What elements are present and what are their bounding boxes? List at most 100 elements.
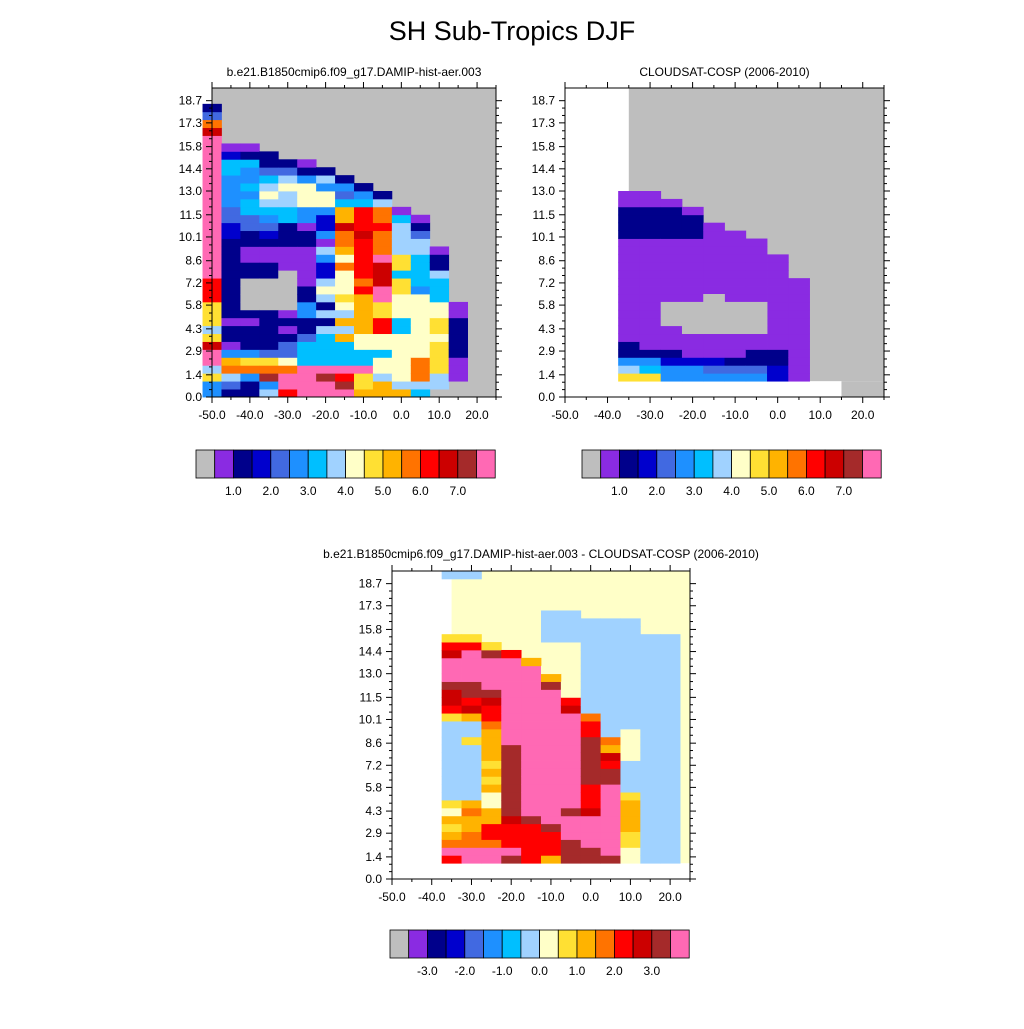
heatmap-cell <box>429 373 450 382</box>
heatmap-cell <box>461 721 482 730</box>
heatmap-cell <box>278 246 298 255</box>
colorbar-swatch <box>843 449 863 479</box>
heatmap-cell <box>640 792 661 801</box>
heatmap-cell <box>335 191 355 200</box>
heatmap-cell <box>560 839 582 848</box>
heatmap-cell <box>745 373 768 382</box>
heatmap-cell <box>278 381 298 390</box>
heatmap-cell <box>600 776 621 785</box>
heatmap-cell <box>560 610 582 619</box>
heatmap-cell <box>429 286 450 295</box>
heatmap-cell <box>259 214 279 224</box>
heatmap-cell <box>461 689 482 698</box>
heatmap-cell-missing <box>681 325 704 335</box>
heatmap-cell <box>297 365 317 374</box>
heatmap-cell <box>501 744 522 754</box>
heatmap-cell <box>391 262 412 271</box>
heatmap-cell <box>541 610 562 619</box>
heatmap-cell <box>429 278 450 287</box>
heatmap-cell <box>618 262 640 271</box>
heatmap-cell <box>441 831 462 840</box>
y-tick-label: 13.0 <box>359 667 383 681</box>
heatmap-cell <box>354 183 374 192</box>
heatmap-cell <box>278 238 298 247</box>
heatmap-cell <box>429 294 450 303</box>
heatmap-cell <box>240 159 260 168</box>
heatmap-cell <box>541 815 562 825</box>
heatmap-cell <box>580 634 601 643</box>
heatmap-cell <box>620 689 641 698</box>
heatmap-cell <box>335 230 355 239</box>
heatmap-cell <box>316 294 336 303</box>
heatmap-cell <box>259 151 279 160</box>
heatmap-cell <box>221 230 241 239</box>
heatmap-cell <box>501 760 522 769</box>
heatmap-cell <box>391 317 412 327</box>
heatmap-cell <box>316 389 336 398</box>
heatmap-cell <box>640 815 661 825</box>
colorbar-swatch <box>307 449 328 479</box>
heatmap-cell <box>259 333 279 342</box>
heatmap-cell <box>354 286 374 295</box>
colorbar-swatch <box>637 449 658 479</box>
colorbar-swatch <box>419 449 440 479</box>
heatmap-cell <box>240 341 260 350</box>
heatmap-cell <box>501 823 522 833</box>
panel-diff: b.e21.B1850cmip6.f09_g17.DAMIP-hist-aer.… <box>323 547 759 978</box>
heatmap-cell <box>660 657 681 667</box>
heatmap-cell <box>354 254 374 263</box>
heatmap-cell <box>259 238 279 247</box>
heatmap-cell <box>724 278 747 287</box>
heatmap-cell <box>410 309 431 319</box>
heatmap-cell <box>221 246 241 255</box>
heatmap-cell <box>461 697 482 706</box>
y-tick-label: 11.5 <box>360 690 383 704</box>
heatmap-cell-missing <box>745 309 768 319</box>
heatmap-cell <box>481 792 502 801</box>
colorbar-swatch <box>824 449 845 479</box>
y-tick-label: 2.9 <box>538 344 555 358</box>
heatmap-cell <box>441 642 462 651</box>
y-tick-label: 0.0 <box>365 872 382 886</box>
heatmap-cell <box>372 317 393 327</box>
heatmap-cell <box>410 381 431 390</box>
heatmap-cell <box>481 705 502 714</box>
heatmap-cell <box>580 626 601 635</box>
heatmap-cell <box>501 736 522 746</box>
heatmap-cell <box>335 278 355 287</box>
heatmap-cell <box>745 341 768 350</box>
heatmap-cell <box>441 807 462 817</box>
heatmap-cell <box>354 317 374 327</box>
heatmap-cell <box>600 839 621 848</box>
heatmap-cell <box>660 198 683 208</box>
colorbar-swatch <box>614 929 634 959</box>
heatmap-cell <box>481 736 502 746</box>
heatmap-cell <box>429 270 450 279</box>
x-tick-label: 10.0 <box>428 408 452 422</box>
heatmap-cell <box>441 649 462 659</box>
heatmap-cell <box>391 270 412 279</box>
heatmap-cell <box>278 167 298 176</box>
y-tick-label: 1.4 <box>185 368 202 382</box>
heatmap-cell <box>461 657 482 667</box>
heatmap-cell <box>620 721 641 730</box>
heatmap-cell <box>354 270 374 279</box>
heatmap-cell <box>316 301 336 311</box>
heatmap-cell <box>639 309 662 319</box>
heatmap-cell <box>316 309 336 319</box>
y-tick-label: 1.4 <box>538 368 555 382</box>
colorbar-swatch <box>693 449 714 479</box>
heatmap-cell <box>600 736 621 746</box>
heatmap-cell <box>391 341 412 350</box>
heatmap-cell <box>410 286 431 295</box>
heatmap-cell <box>618 341 640 350</box>
heatmap-cell <box>541 855 562 864</box>
heatmap-cell <box>335 301 355 311</box>
heatmap-cell <box>703 254 725 263</box>
x-tick-label: 10.0 <box>809 408 833 422</box>
heatmap-cell-missing <box>745 325 768 335</box>
heatmap-cell <box>354 301 374 311</box>
heatmap-cell <box>372 214 393 224</box>
heatmap-cell <box>441 689 462 698</box>
heatmap-cell <box>259 167 279 176</box>
